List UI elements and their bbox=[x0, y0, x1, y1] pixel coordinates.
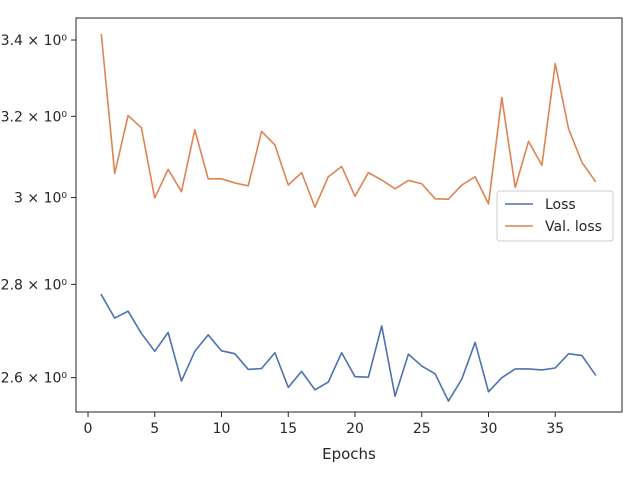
x-tick-label: 25 bbox=[413, 421, 431, 437]
x-tick-label: 10 bbox=[213, 421, 231, 437]
legend: Loss Val. loss bbox=[496, 190, 614, 242]
x-tick-label: 30 bbox=[480, 421, 498, 437]
x-tick-label: 0 bbox=[84, 421, 93, 437]
series-line-1 bbox=[100, 33, 597, 209]
x-tick-label: 5 bbox=[150, 421, 159, 437]
x-tick-label: 35 bbox=[546, 421, 564, 437]
x-axis-ticks: 0 5 10 15 20 25 30 35 bbox=[84, 412, 564, 437]
legend-label-1: Val. loss bbox=[545, 219, 602, 235]
legend-label-0: Loss bbox=[545, 197, 576, 213]
plot-frame bbox=[75, 17, 623, 413]
y-tick-label: 2.8 × 10⁰ bbox=[1, 277, 68, 293]
series-layer bbox=[100, 33, 597, 402]
x-axis-label: Epochs bbox=[322, 445, 376, 463]
y-tick-label: 3.2 × 10⁰ bbox=[1, 109, 68, 125]
y-axis-ticks: 2.6 × 10⁰ 2.8 × 10⁰ 3 × 10⁰ 3.2 × 10⁰ 3.4 × … bbox=[1, 33, 76, 387]
y-tick-label: 3.4 × 10⁰ bbox=[1, 33, 68, 49]
axes-layer bbox=[75, 17, 623, 413]
x-tick-label: 20 bbox=[346, 421, 364, 437]
x-tick-label: 15 bbox=[279, 421, 297, 437]
series-line-0 bbox=[100, 293, 597, 402]
y-tick-label: 2.6 × 10⁰ bbox=[1, 371, 68, 387]
y-tick-label: 3 × 10⁰ bbox=[14, 191, 67, 207]
